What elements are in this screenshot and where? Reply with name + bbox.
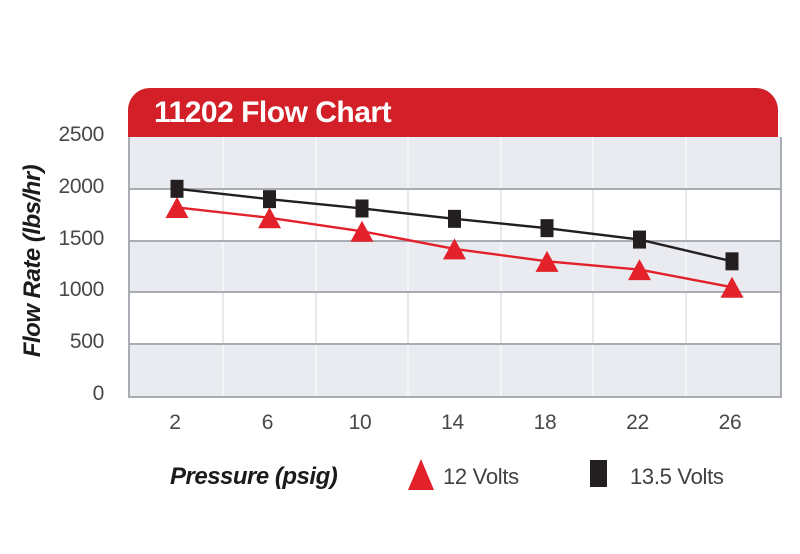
vertical-gridline [592, 188, 595, 241]
horizontal-gridline [130, 291, 780, 294]
triangle-marker-12-volts [535, 250, 559, 272]
triangle-marker-12-volts [720, 276, 744, 298]
vertical-gridline [314, 188, 317, 241]
square-marker-13-5-volts [448, 209, 461, 228]
legend-label-12-volts: 12 Volts [443, 464, 519, 489]
vertical-gridline [314, 344, 317, 396]
x-tick-label: 26 [718, 411, 742, 434]
horizontal-gridline [130, 343, 780, 346]
vertical-gridline [407, 344, 410, 396]
plot-area [128, 137, 782, 398]
vertical-gridline [222, 240, 225, 293]
vertical-gridline [684, 188, 687, 241]
y-tick-label: 2500 [58, 123, 104, 146]
vertical-gridline [684, 292, 687, 345]
triangle-marker-12-volts [628, 259, 651, 281]
vertical-gridline [222, 137, 225, 189]
square-marker-13-5-volts [263, 190, 276, 209]
x-tick-label: 18 [533, 411, 557, 434]
vertical-gridline [314, 292, 317, 345]
x-tick-label: 22 [626, 411, 649, 434]
legend-square-icon [590, 460, 607, 487]
y-tick-label: 1000 [58, 278, 104, 302]
plot-band [130, 344, 780, 396]
y-tick-label: 1500 [58, 226, 104, 250]
x-tick-label: 2 [169, 411, 181, 434]
x-tick-label: 6 [261, 411, 274, 434]
triangle-marker-12-volts [443, 238, 466, 260]
chart-title-banner: 11202 Flow Chart [128, 88, 778, 137]
square-marker-13-5-volts [540, 219, 554, 238]
vertical-gridline [314, 137, 317, 189]
vertical-gridline [222, 188, 225, 241]
square-marker-13-5-volts [355, 199, 369, 218]
vertical-gridline [499, 188, 502, 241]
legend-label-13-5-volts: 13.5 Volts [630, 464, 724, 489]
vertical-gridline [592, 292, 595, 345]
vertical-gridline [499, 137, 502, 189]
vertical-gridline [222, 344, 225, 396]
vertical-gridline [407, 240, 410, 293]
y-tick-label: 2000 [58, 174, 104, 198]
triangle-marker-12-volts [350, 220, 374, 242]
vertical-gridline [499, 292, 502, 345]
square-marker-13-5-volts [170, 179, 184, 198]
triangle-marker-12-volts [165, 196, 189, 218]
vertical-gridline [314, 240, 317, 293]
vertical-gridline [222, 292, 225, 345]
vertical-gridline [499, 344, 502, 396]
vertical-gridline [499, 240, 502, 293]
legend-triangle-icon [408, 459, 434, 490]
x-tick-label: 10 [348, 411, 372, 434]
horizontal-gridline [130, 187, 780, 190]
chart-title: 11202 Flow Chart [154, 95, 392, 129]
square-marker-13-5-volts [725, 252, 739, 271]
x-tick-label: 14 [441, 411, 464, 434]
plot-band [130, 292, 780, 345]
vertical-gridline [684, 137, 687, 189]
vertical-gridline [592, 137, 595, 189]
vertical-gridline [684, 344, 687, 396]
vertical-gridline [407, 292, 410, 345]
square-marker-13-5-volts [633, 230, 646, 249]
triangle-marker-12-volts [258, 207, 281, 229]
vertical-gridline [407, 137, 410, 189]
x-axis-title: Pressure (psig) [170, 463, 338, 490]
y-tick-label: 0 [92, 382, 105, 405]
plot-band [130, 137, 780, 189]
y-tick-label: 500 [69, 330, 104, 354]
vertical-gridline [684, 240, 687, 293]
series-layer [165, 179, 744, 298]
vertical-gridline [592, 344, 595, 396]
